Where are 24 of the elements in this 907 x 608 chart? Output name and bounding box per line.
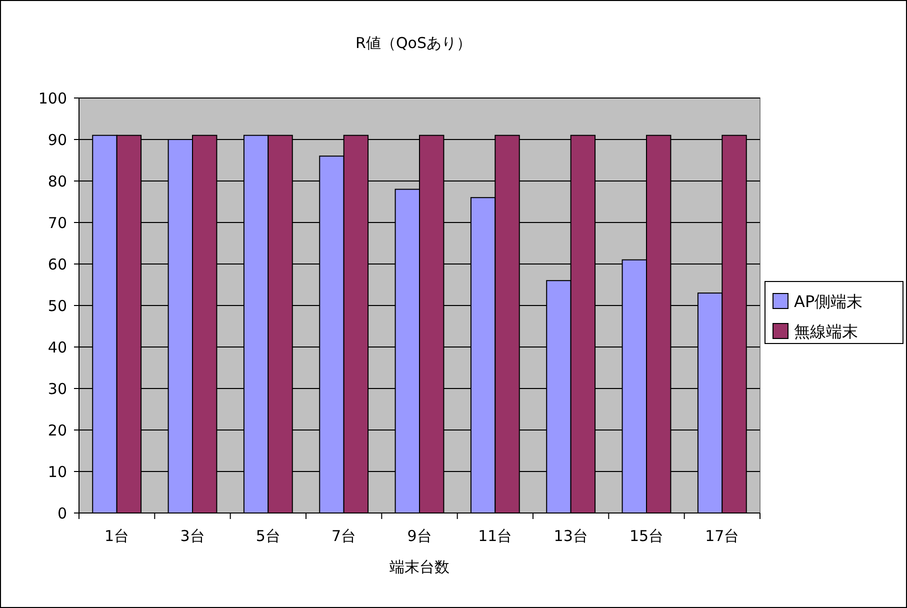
y-tick-label: 60 bbox=[48, 255, 67, 274]
x-tick-label: 1台 bbox=[104, 527, 130, 545]
y-tick-label: 20 bbox=[48, 421, 67, 440]
y-tick-label: 50 bbox=[48, 296, 67, 315]
y-tick-label: 10 bbox=[48, 462, 67, 481]
y-tick-label: 80 bbox=[48, 172, 67, 190]
y-tick-label: 90 bbox=[48, 130, 67, 149]
legend-label: AP側端末 bbox=[794, 292, 863, 312]
x-tick-label: 17台 bbox=[705, 527, 740, 545]
x-tick-label: 15台 bbox=[629, 527, 664, 545]
x-tick-label: 7台 bbox=[332, 527, 356, 545]
x-tick-label: 5台 bbox=[256, 527, 280, 545]
x-axis-title: 端末台数 bbox=[390, 558, 450, 576]
x-tick-label: 13台 bbox=[554, 527, 588, 545]
x-tick-label: 11台 bbox=[478, 527, 512, 545]
legend-label: 無線端末 bbox=[794, 322, 858, 342]
x-tick-label: 3台 bbox=[180, 527, 205, 545]
y-tick-label: 40 bbox=[48, 338, 67, 356]
y-tick-label: 0 bbox=[57, 504, 67, 522]
x-tick-label: 9台 bbox=[407, 527, 432, 545]
y-tick-label: 100 bbox=[38, 89, 67, 108]
y-tick-label: 70 bbox=[48, 214, 67, 232]
chart-title: R値（QoSあり） bbox=[356, 34, 472, 52]
y-tick-label: 30 bbox=[48, 380, 67, 398]
